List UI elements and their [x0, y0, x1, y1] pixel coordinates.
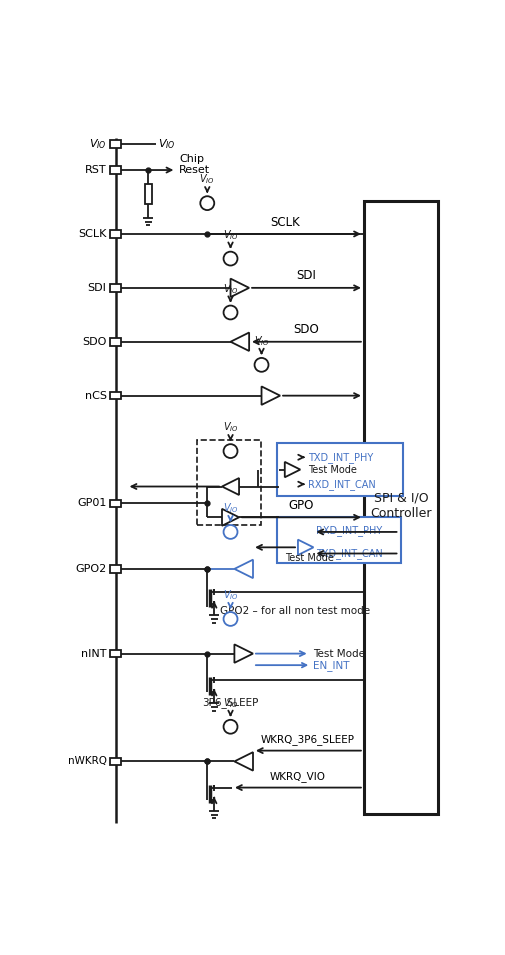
Polygon shape: [230, 279, 249, 297]
Text: SCLK: SCLK: [271, 216, 300, 228]
Circle shape: [224, 720, 237, 733]
Text: $V_{IO}$: $V_{IO}$: [223, 501, 238, 515]
Text: $V_{IO}$: $V_{IO}$: [223, 696, 238, 710]
Text: nCS: nCS: [84, 391, 107, 401]
Bar: [111, 392, 121, 399]
Text: RST: RST: [85, 165, 107, 175]
Bar: [111, 649, 121, 657]
Text: SDO: SDO: [82, 337, 107, 347]
Polygon shape: [222, 509, 239, 526]
Polygon shape: [234, 560, 253, 578]
Bar: [111, 230, 121, 238]
Bar: [277, 517, 401, 562]
Circle shape: [200, 196, 214, 210]
Polygon shape: [262, 387, 280, 405]
Text: Test Mode: Test Mode: [285, 553, 334, 563]
Text: SCLK: SCLK: [78, 229, 107, 239]
Text: SDI: SDI: [296, 269, 317, 283]
Text: SPI & I/O
Controller: SPI & I/O Controller: [370, 492, 432, 520]
Text: $V_{IO}$: $V_{IO}$: [223, 228, 238, 242]
Text: WKRQ_VIO: WKRQ_VIO: [270, 772, 326, 782]
Polygon shape: [234, 645, 253, 663]
Text: $V_{IO}$: $V_{IO}$: [223, 588, 238, 602]
Text: RXD_INT_CAN: RXD_INT_CAN: [308, 478, 376, 490]
Text: $V_{IO}$: $V_{IO}$: [199, 173, 215, 186]
Polygon shape: [285, 462, 300, 478]
Text: RXD_INT_PHY: RXD_INT_PHY: [316, 525, 382, 536]
Text: EN_INT: EN_INT: [314, 660, 350, 670]
Bar: [144, 184, 152, 204]
Bar: [111, 338, 121, 346]
Text: 3P6_SLEEP: 3P6_SLEEP: [203, 697, 259, 709]
Circle shape: [224, 444, 237, 458]
Text: TXD_INT_CAN: TXD_INT_CAN: [316, 548, 382, 559]
Bar: [277, 443, 402, 496]
Polygon shape: [230, 332, 249, 351]
Text: WKRQ_3P6_SLEEP: WKRQ_3P6_SLEEP: [261, 734, 355, 745]
Bar: [111, 140, 121, 148]
Bar: [111, 499, 121, 507]
Circle shape: [224, 612, 237, 626]
Text: $V_{IO}$: $V_{IO}$: [89, 137, 107, 151]
Bar: [111, 757, 121, 765]
Text: Chip
Reset: Chip Reset: [179, 154, 211, 176]
Circle shape: [224, 252, 237, 265]
Polygon shape: [222, 478, 239, 495]
Circle shape: [224, 525, 237, 539]
Text: GP01: GP01: [77, 499, 107, 508]
Circle shape: [255, 358, 269, 371]
Text: $V_{IO}$: $V_{IO}$: [223, 420, 238, 435]
Polygon shape: [298, 540, 314, 555]
Text: $V_{IO}$: $V_{IO}$: [223, 282, 238, 295]
Text: $V_{IO}$: $V_{IO}$: [159, 137, 176, 151]
Bar: [364, 201, 438, 814]
Bar: [197, 440, 261, 525]
Text: SDO: SDO: [293, 324, 319, 336]
Text: nWKRQ: nWKRQ: [68, 756, 107, 767]
Text: Test Mode: Test Mode: [308, 465, 357, 476]
Circle shape: [224, 306, 237, 319]
Text: TXD_INT_PHY: TXD_INT_PHY: [308, 452, 373, 463]
Bar: [111, 166, 121, 174]
Text: Test Mode: Test Mode: [314, 648, 366, 659]
Text: GPO: GPO: [288, 499, 314, 512]
Text: SDI: SDI: [88, 283, 107, 293]
Text: $V_{IO}$: $V_{IO}$: [254, 334, 269, 348]
Bar: [111, 565, 121, 573]
Polygon shape: [234, 753, 253, 771]
Text: GPO2 – for all non test mode: GPO2 – for all non test mode: [221, 606, 371, 616]
Text: GPO2: GPO2: [75, 563, 107, 574]
Bar: [111, 284, 121, 291]
Text: nINT: nINT: [81, 648, 107, 659]
